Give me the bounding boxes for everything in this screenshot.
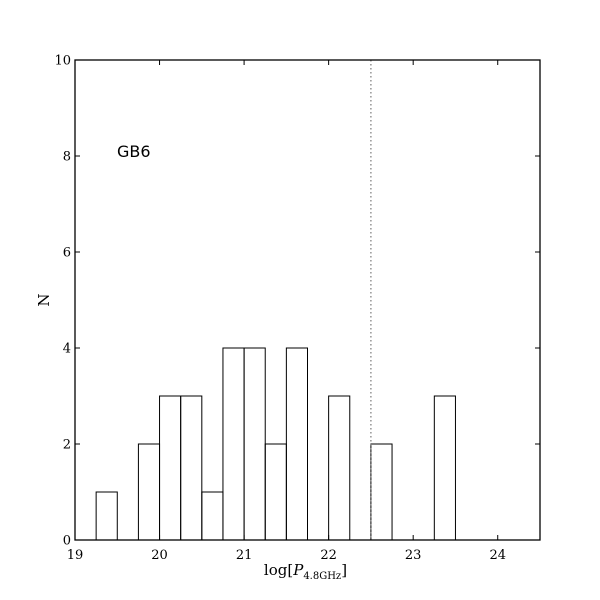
x-axis-label: log[P4.8GHz] — [264, 561, 347, 582]
y-tick-label: 10 — [54, 54, 71, 69]
histogram-bar — [222, 347, 245, 541]
histogram-bar — [433, 395, 456, 541]
histogram-bar — [243, 347, 266, 541]
plot-frame — [74, 59, 541, 541]
x-tick-label: 19 — [67, 548, 84, 563]
histogram-bars — [95, 347, 456, 541]
histogram-bar — [285, 347, 309, 541]
y-tick-label: 6 — [63, 246, 71, 261]
histogram-bar — [264, 443, 287, 541]
histogram-bar — [180, 395, 203, 541]
y-tick-label: 8 — [63, 150, 71, 165]
y-tick-label: 2 — [63, 438, 71, 453]
x-tick-label: 22 — [320, 548, 337, 563]
x-tick-label: 21 — [236, 548, 253, 563]
x-tick-label: 20 — [151, 548, 168, 563]
histogram-bar — [137, 443, 161, 541]
histogram-bar — [201, 491, 224, 541]
y-tick-label: 4 — [63, 342, 71, 357]
x-axis-label-symbol: P — [292, 561, 304, 579]
x-tick-label: 23 — [405, 548, 422, 563]
x-axis-label-subscript: 4.8GHz — [303, 571, 341, 582]
histogram-bar — [159, 395, 182, 541]
x-axis-label-prefix: log[ — [264, 561, 293, 579]
axis-ticks — [74, 59, 540, 541]
chart-annotation: GB6 — [117, 142, 151, 161]
y-axis-label: N — [35, 293, 53, 306]
y-tick-label: 0 — [63, 534, 71, 549]
histogram-bar — [328, 395, 351, 541]
histogram-bar — [370, 443, 393, 541]
x-tick-label: 24 — [489, 548, 506, 563]
x-axis-label-suffix: ] — [341, 561, 347, 579]
histogram-bar — [95, 491, 118, 541]
